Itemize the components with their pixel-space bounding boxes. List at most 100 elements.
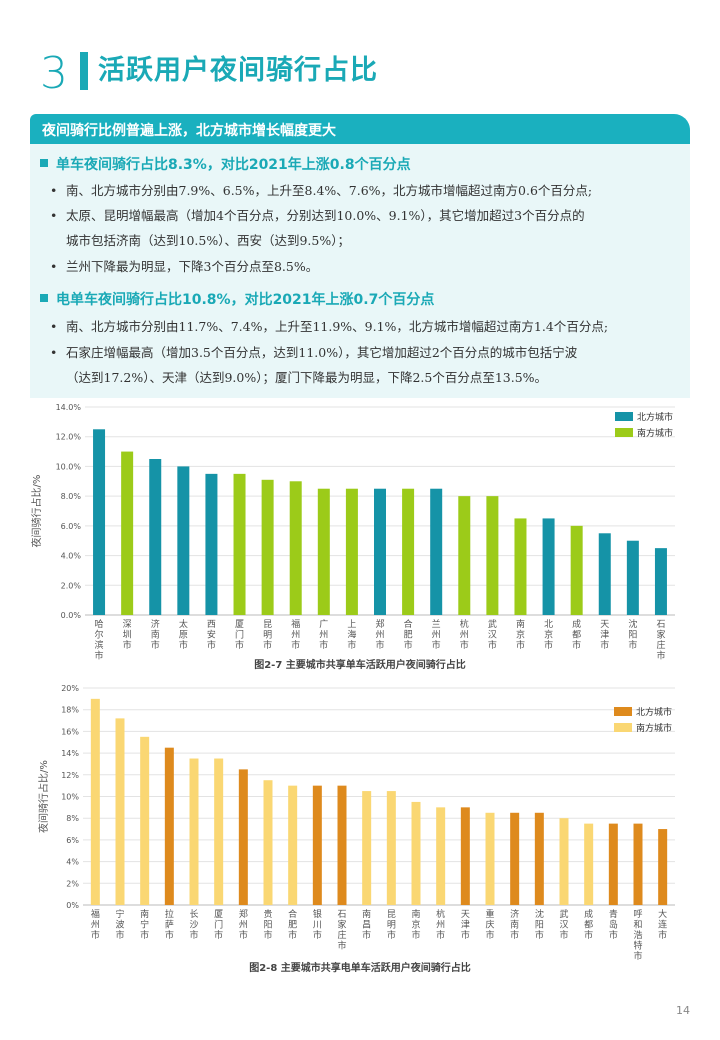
legend-label: 北方城市 xyxy=(636,706,672,718)
y-tick-label: 6.0% xyxy=(61,522,82,531)
bar xyxy=(436,807,446,905)
bar xyxy=(510,812,520,905)
bar xyxy=(534,812,544,905)
x-category-label: 太原市 xyxy=(179,618,188,651)
banner-text: 夜间骑行比例普遍上涨，北方城市增长幅度更大 xyxy=(42,123,336,139)
summary-box: 单车夜间骑行占比8.3%，对比2021年上涨0.8个百分点 • 南、北方城市分别由… xyxy=(30,144,690,398)
x-category-label: 宁波市 xyxy=(115,908,124,941)
legend-swatch xyxy=(615,428,633,437)
bar xyxy=(337,785,347,905)
y-tick-label: 10% xyxy=(61,793,79,802)
x-category-label: 昆明市 xyxy=(387,909,396,941)
bar xyxy=(189,758,199,905)
page-number: 14 xyxy=(676,1004,690,1017)
y-axis-label: 夜间骑行占比/% xyxy=(30,475,43,548)
bullet-dot-icon: • xyxy=(50,183,58,198)
x-category-label: 天津市 xyxy=(461,910,470,941)
bar xyxy=(598,533,611,615)
x-category-label: 武汉市 xyxy=(488,618,497,651)
bike-night-ride-chart: 0.0% 2.0% 4.0% 6.0% 8.0% 10.0% 12.0% 14.0% 夜间骑行占… xyxy=(30,403,675,671)
bar xyxy=(345,488,358,615)
bar xyxy=(93,429,106,615)
y-axis-label: 夜间骑行占比/% xyxy=(37,760,50,833)
x-category-label: 福州市 xyxy=(91,908,100,941)
x-category-label: 重庆市 xyxy=(485,908,494,941)
bar xyxy=(263,780,273,905)
bar xyxy=(402,488,415,615)
bullet-text: 石家庄增幅最高（增加3.5个百分点，达到11.0%），其它增加超过2个百分点的城… xyxy=(66,345,578,360)
bike-bullet-2-cont: 城市包括济南（达到10.5%）、西安（达到9.5%）； xyxy=(50,228,682,253)
ebike-bullet-1: • 南、北方城市分别由11.7%、7.4%，上升至11.9%、9.1%，北方城市增… xyxy=(50,314,682,339)
bullet-dot-icon: • xyxy=(50,319,58,334)
bullet-dot-icon: • xyxy=(50,259,58,274)
bar xyxy=(312,785,322,905)
x-category-label: 郑州市 xyxy=(239,908,248,941)
legend-swatch xyxy=(614,723,632,732)
bar xyxy=(140,736,150,905)
chart-caption: 图2-7 主要城市共享单车活跃用户夜间骑行占比 xyxy=(254,658,466,671)
y-tick-label: 14.0% xyxy=(56,403,82,412)
square-bullet-icon xyxy=(40,294,48,302)
bar xyxy=(559,818,569,905)
bar xyxy=(164,747,174,905)
bar xyxy=(658,829,668,905)
bar xyxy=(115,718,125,905)
bar xyxy=(386,791,396,905)
x-category-label: 青岛市 xyxy=(609,908,618,941)
bar xyxy=(626,540,639,615)
x-category-label: 银川市 xyxy=(313,908,322,941)
y-tick-label: 20% xyxy=(61,684,79,693)
x-category-label: 大连市 xyxy=(658,908,667,941)
y-tick-label: 14% xyxy=(61,749,79,758)
y-tick-label: 0% xyxy=(66,901,79,910)
ebike-bullet-2-cont: （达到17.2%）、天津（达到9.0%）；厦门下降最为明显，下降2.5个百分点至… xyxy=(50,365,682,390)
bar xyxy=(177,466,190,615)
bar xyxy=(233,473,246,615)
legend-swatch xyxy=(615,412,633,421)
bar xyxy=(121,451,134,615)
bike-bullet-3: • 兰州下降最为明显，下降3个百分点至8.5%。 xyxy=(50,254,682,279)
y-tick-label: 16% xyxy=(61,727,79,736)
section-title: 活跃用户夜间骑行占比 xyxy=(98,55,378,86)
x-category-label: 北京市 xyxy=(544,619,553,651)
ebike-night-ride-chart: 0% 2% 4% 6% 8% 10% 12% 14% 16% 18% 20% 夜间骑行占比/% 福州市 宁… xyxy=(37,684,675,974)
x-category-label: 广州市 xyxy=(319,618,328,651)
x-category-label: 哈尔滨市 xyxy=(95,618,104,662)
x-category-label: 武汉市 xyxy=(559,908,568,941)
ebike-bullet-2: • 石家庄增幅最高（增加3.5个百分点，达到11.0%），其它增加超过2个百分点的… xyxy=(50,340,682,365)
y-tick-label: 4.0% xyxy=(61,552,82,561)
x-category-label: 西安市 xyxy=(207,619,216,651)
bullet-text: （达到17.2%）、天津（达到9.0%）；厦门下降最为明显，下降2.5个百分点至… xyxy=(66,370,548,385)
x-category-label: 福州市 xyxy=(291,618,300,651)
legend-label: 北方城市 xyxy=(637,411,673,423)
x-category-label: 南昌市 xyxy=(362,908,371,941)
bar xyxy=(542,518,555,615)
bar xyxy=(238,769,248,905)
bar xyxy=(485,812,495,905)
y-tick-label: 2% xyxy=(66,879,79,888)
bar xyxy=(458,496,471,615)
bike-section-heading: 单车夜间骑行占比8.3%，对比2021年上涨0.8个百分点 xyxy=(40,154,411,174)
ebike-section-heading: 电单车夜间骑行占比10.8%，对比2021年上涨0.7个百分点 xyxy=(40,289,434,309)
y-tick-label: 2.0% xyxy=(61,581,82,590)
x-category-label: 呼和浩特市 xyxy=(633,909,642,962)
x-category-label: 深圳市 xyxy=(123,619,132,651)
x-category-label: 昆明市 xyxy=(263,619,272,651)
x-category-label: 杭州市 xyxy=(460,618,469,651)
bike-bullet-2: • 太原、昆明增幅最高（增加4个百分点，分别达到10.0%、9.1%），其它增加超… xyxy=(50,203,682,228)
x-category-label: 厦门市 xyxy=(235,619,244,651)
bar xyxy=(317,488,330,615)
y-tick-label: 18% xyxy=(61,706,79,715)
bike-heading-text: 单车夜间骑行占比8.3%，对比2021年上涨0.8个百分点 xyxy=(56,157,411,173)
section-number: 3 xyxy=(40,48,68,99)
bike-bullet-1: • 南、北方城市分别由7.9%、6.5%，上升至8.4%、7.6%，北方城市增幅超… xyxy=(50,178,682,203)
bar xyxy=(362,791,372,905)
x-category-label: 南京市 xyxy=(516,618,525,651)
x-category-label: 成都市 xyxy=(572,618,581,651)
x-category-label: 长沙市 xyxy=(189,908,198,941)
bullet-dot-icon: • xyxy=(50,208,58,223)
x-category-label: 沈阳市 xyxy=(628,618,637,651)
bullet-dot-icon: • xyxy=(50,345,58,360)
y-tick-label: 4% xyxy=(66,858,79,867)
x-category-label: 杭州市 xyxy=(436,908,445,941)
